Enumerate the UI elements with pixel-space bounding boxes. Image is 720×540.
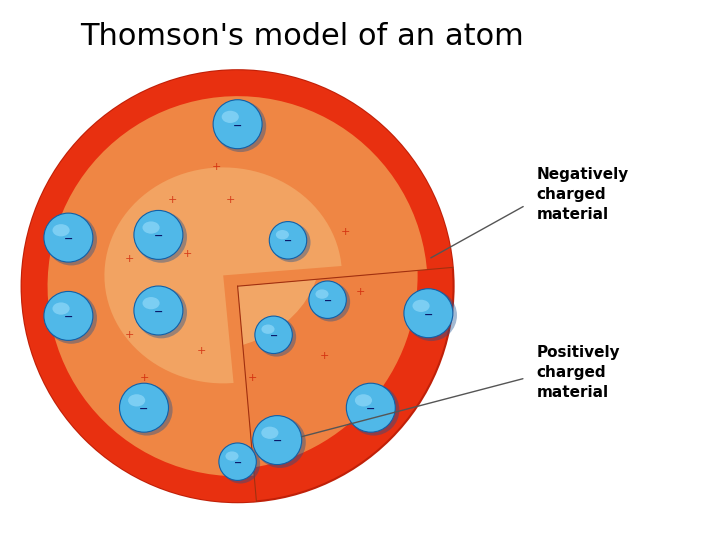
Text: −: −	[272, 436, 282, 447]
Text: +: +	[139, 373, 149, 383]
Ellipse shape	[261, 427, 279, 439]
Text: −: −	[63, 234, 73, 244]
Ellipse shape	[134, 211, 183, 259]
Ellipse shape	[134, 286, 183, 335]
Ellipse shape	[315, 289, 328, 299]
Text: +: +	[319, 352, 329, 361]
Text: Negatively
charged
material: Negatively charged material	[536, 167, 629, 222]
Text: +: +	[125, 254, 135, 264]
Text: +: +	[341, 227, 351, 237]
Ellipse shape	[269, 221, 307, 259]
Ellipse shape	[309, 281, 346, 319]
Text: −: −	[423, 309, 433, 320]
Ellipse shape	[143, 221, 160, 234]
Ellipse shape	[143, 297, 160, 309]
Ellipse shape	[276, 230, 289, 239]
Text: Positively
charged
material: Positively charged material	[536, 345, 620, 400]
Text: −: −	[153, 307, 163, 317]
Ellipse shape	[222, 111, 239, 123]
Ellipse shape	[253, 416, 302, 464]
Text: −: −	[139, 404, 149, 414]
Text: +: +	[355, 287, 365, 296]
Text: −: −	[63, 312, 73, 322]
Text: −: −	[269, 330, 278, 341]
PathPatch shape	[48, 96, 427, 476]
Ellipse shape	[213, 100, 262, 149]
Text: +: +	[197, 346, 207, 356]
Ellipse shape	[45, 292, 97, 344]
Ellipse shape	[311, 282, 350, 321]
Ellipse shape	[45, 214, 97, 266]
Text: −: −	[153, 231, 163, 241]
Ellipse shape	[348, 384, 400, 436]
Ellipse shape	[53, 224, 70, 237]
Ellipse shape	[135, 287, 187, 339]
Text: −: −	[366, 404, 376, 414]
Ellipse shape	[255, 316, 292, 354]
Text: +: +	[168, 303, 178, 313]
Ellipse shape	[121, 384, 173, 436]
Text: +: +	[182, 249, 192, 259]
Ellipse shape	[221, 444, 260, 483]
Ellipse shape	[29, 81, 418, 470]
Text: Thomson's model of an atom: Thomson's model of an atom	[81, 22, 524, 51]
Ellipse shape	[261, 325, 274, 334]
Text: +: +	[125, 330, 135, 340]
Ellipse shape	[257, 318, 296, 356]
Ellipse shape	[215, 100, 266, 152]
Ellipse shape	[53, 302, 70, 315]
Ellipse shape	[83, 157, 320, 351]
Text: −: −	[233, 120, 243, 131]
Ellipse shape	[120, 383, 168, 432]
Ellipse shape	[254, 416, 306, 468]
Ellipse shape	[22, 70, 454, 502]
Text: +: +	[211, 163, 221, 172]
Ellipse shape	[413, 300, 430, 312]
Text: −: −	[233, 457, 242, 468]
Ellipse shape	[225, 451, 238, 461]
Text: −: −	[323, 295, 332, 306]
Ellipse shape	[355, 394, 372, 407]
Text: +: +	[247, 373, 257, 383]
PathPatch shape	[22, 70, 453, 502]
Ellipse shape	[271, 223, 310, 262]
Ellipse shape	[44, 292, 93, 340]
Ellipse shape	[135, 211, 187, 263]
Ellipse shape	[405, 289, 457, 341]
Ellipse shape	[44, 213, 93, 262]
Text: +: +	[168, 195, 178, 205]
Ellipse shape	[128, 394, 145, 407]
Text: −: −	[284, 236, 292, 246]
PathPatch shape	[104, 167, 341, 383]
Text: +: +	[225, 195, 235, 205]
Ellipse shape	[219, 443, 256, 481]
Ellipse shape	[404, 289, 453, 338]
Ellipse shape	[346, 383, 395, 432]
